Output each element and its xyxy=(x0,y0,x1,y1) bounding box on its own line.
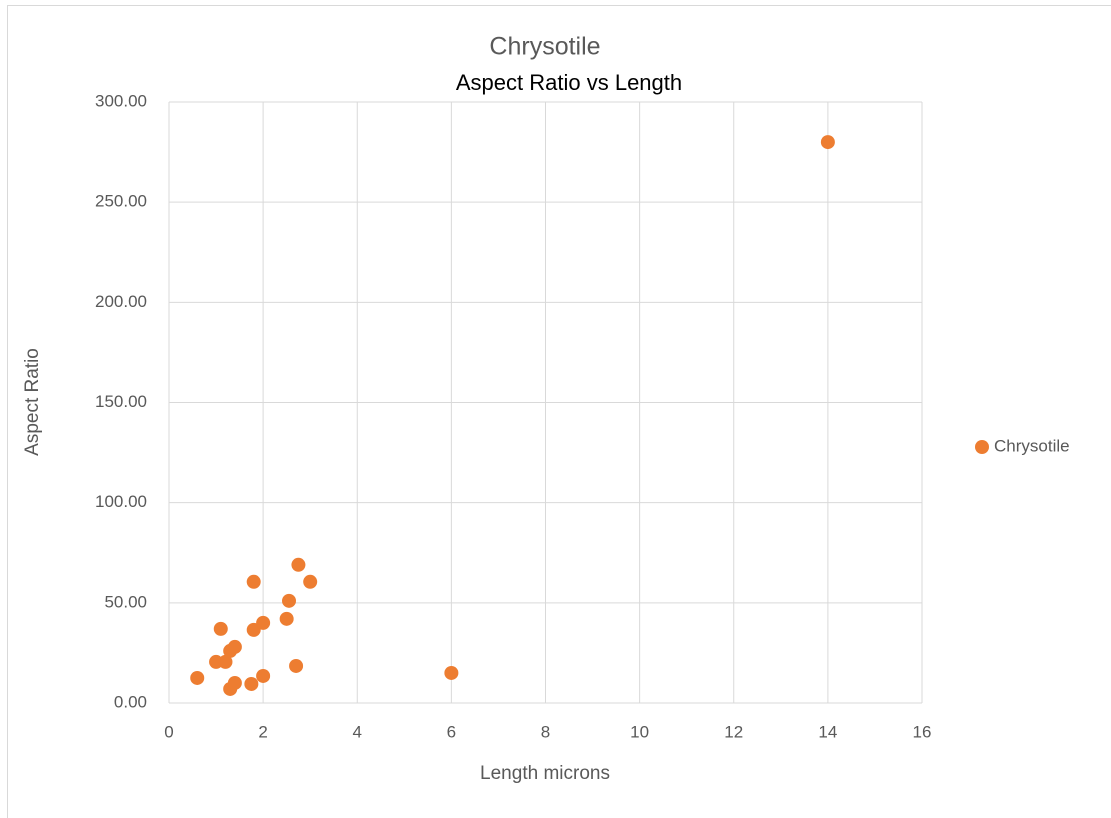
data-point xyxy=(218,654,233,669)
data-point xyxy=(279,611,294,626)
x-tick-label: 2 xyxy=(258,722,267,741)
data-point xyxy=(213,621,228,636)
legend-marker xyxy=(975,440,989,454)
data-point xyxy=(291,557,306,572)
data-point xyxy=(303,574,318,589)
data-point xyxy=(289,658,304,673)
x-tick-label: 4 xyxy=(353,722,362,741)
x-tick-label: 14 xyxy=(818,722,837,741)
x-tick-label: 16 xyxy=(913,722,932,741)
x-tick-label: 12 xyxy=(724,722,743,741)
x-tick-label: 8 xyxy=(541,722,550,741)
chart-subtitle: Aspect Ratio vs Length xyxy=(456,70,682,95)
legend-label: Chrysotile xyxy=(994,436,1070,455)
data-point xyxy=(244,676,259,691)
data-point xyxy=(444,665,459,680)
data-point xyxy=(282,593,297,608)
y-tick-label: 100.00 xyxy=(95,492,147,511)
y-axis-label: Aspect Ratio xyxy=(22,348,43,456)
x-axis-label: Length microns xyxy=(480,763,610,784)
data-point xyxy=(246,574,261,589)
data-point xyxy=(820,135,835,150)
x-tick-label: 0 xyxy=(164,722,173,741)
y-tick-label: 250.00 xyxy=(95,192,147,211)
y-tick-label: 300.00 xyxy=(95,91,147,110)
data-point xyxy=(227,639,242,654)
y-tick-label: 150.00 xyxy=(95,392,147,411)
chart-border xyxy=(7,5,1111,818)
y-tick-label: 50.00 xyxy=(104,592,147,611)
data-point xyxy=(256,668,271,683)
y-tick-label: 200.00 xyxy=(95,292,147,311)
y-tick-label: 0.00 xyxy=(114,692,147,711)
chart-title: Chrysotile xyxy=(489,33,600,61)
data-point xyxy=(227,675,242,690)
data-point xyxy=(256,615,271,630)
x-tick-label: 10 xyxy=(630,722,649,741)
x-tick-label: 6 xyxy=(447,722,456,741)
data-point xyxy=(190,670,205,685)
